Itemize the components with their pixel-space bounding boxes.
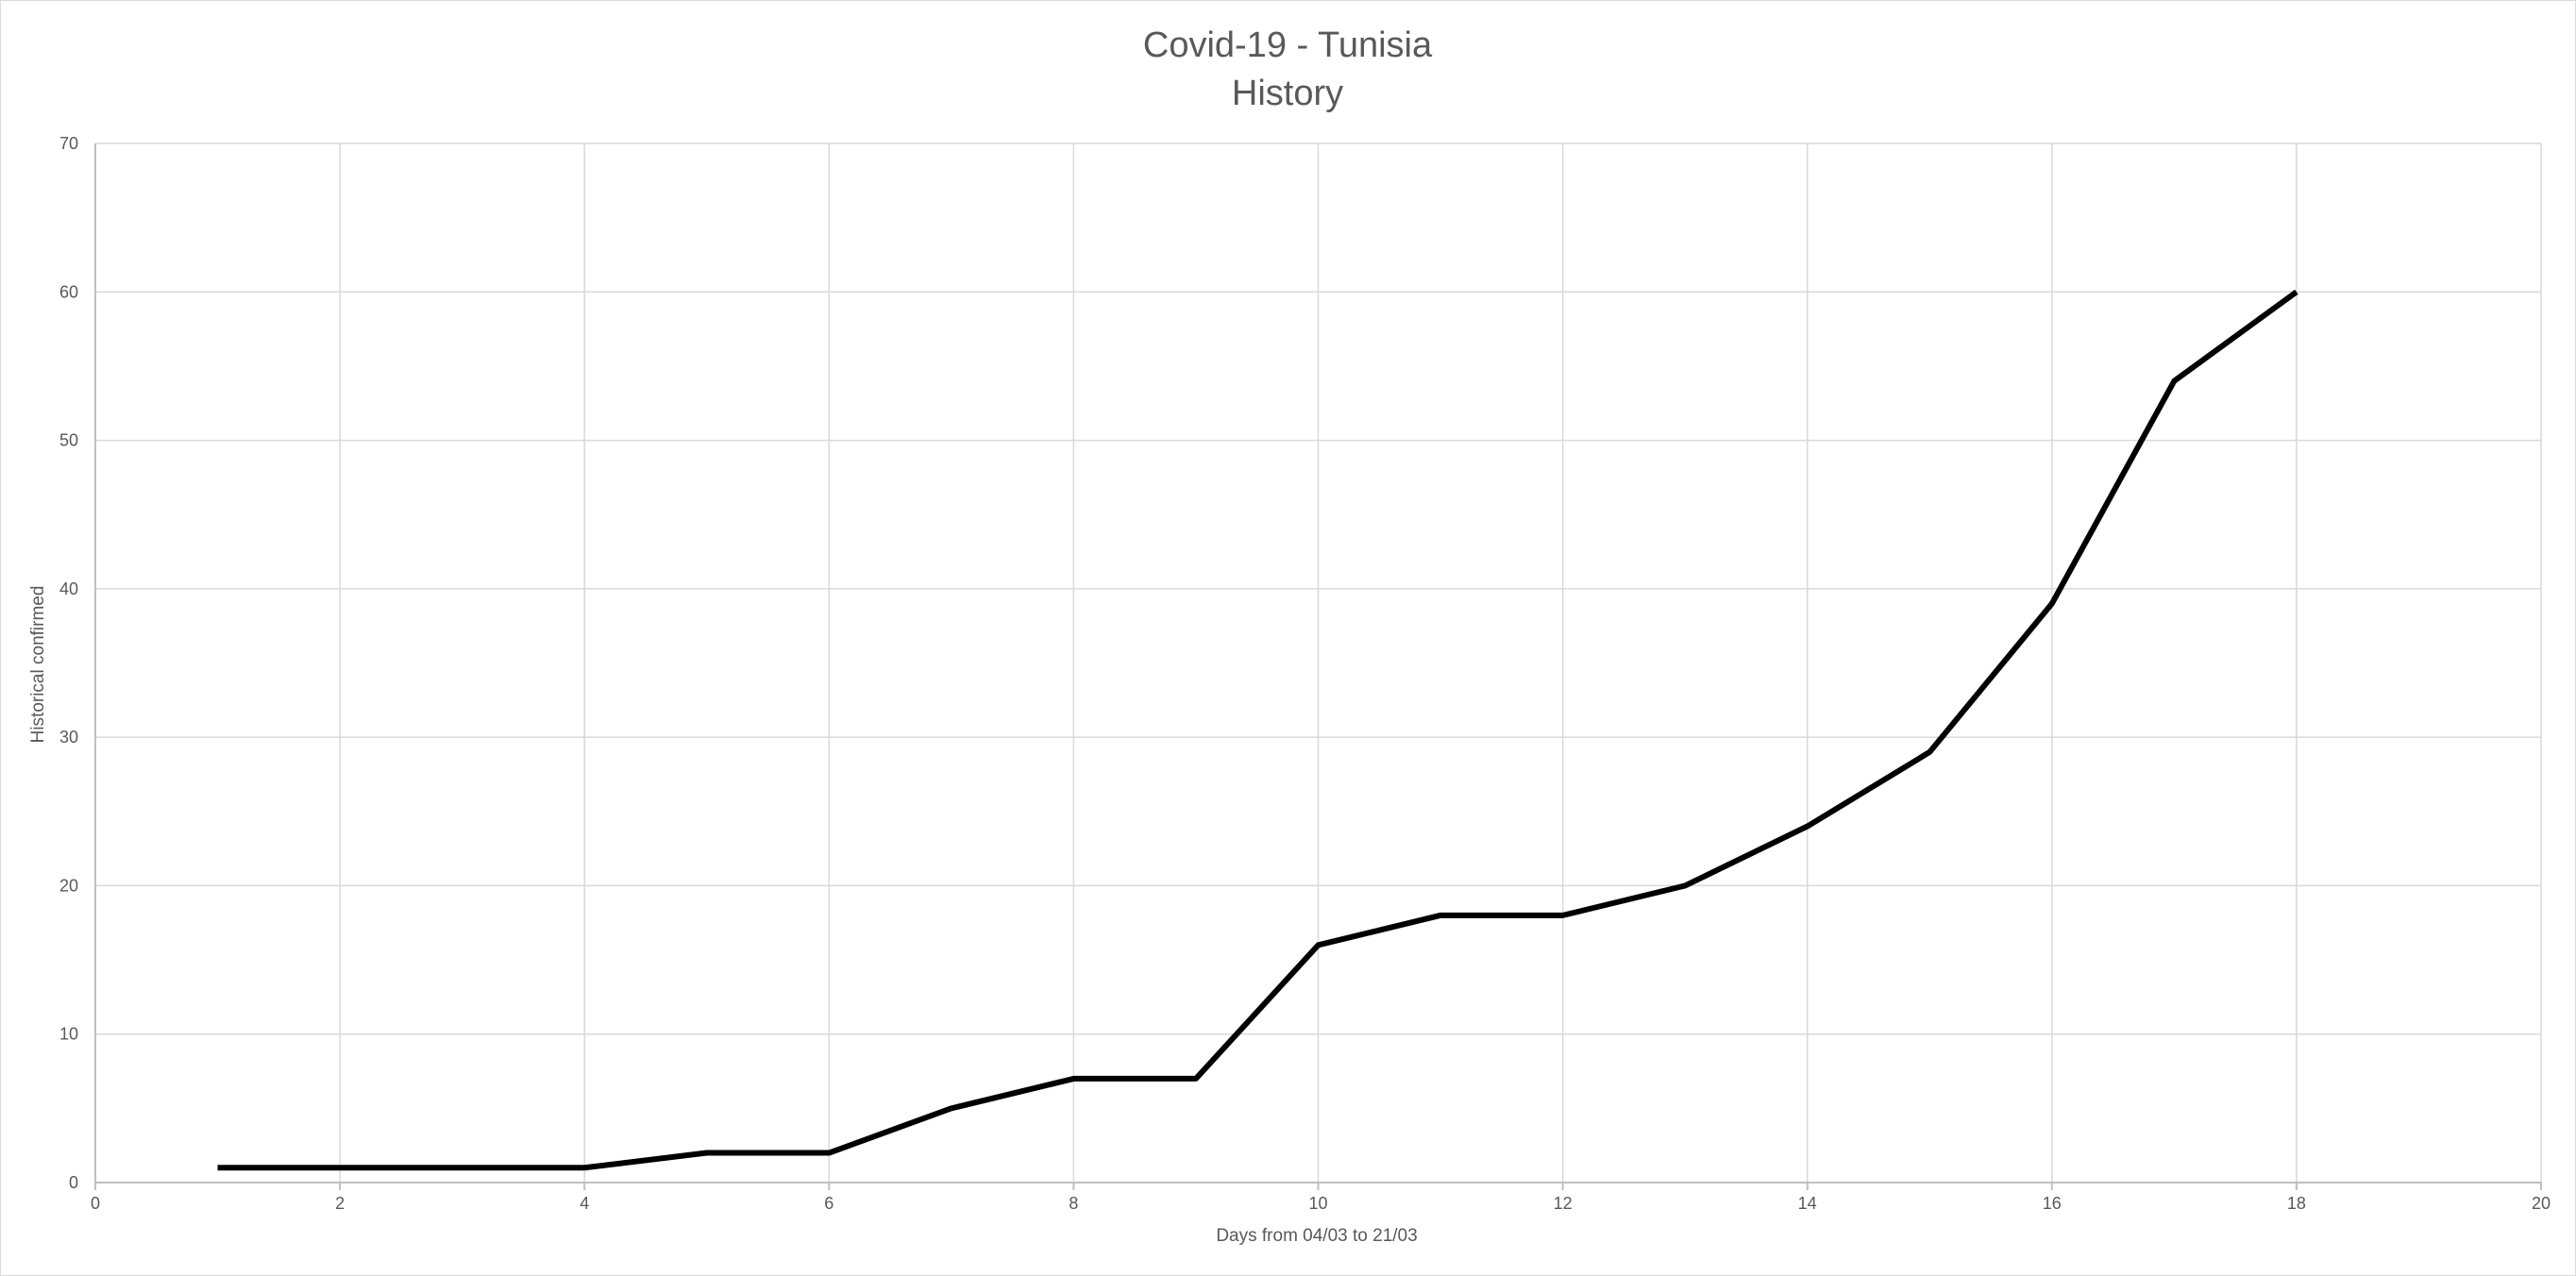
y-axis-ticks: 0 10 20 30 40 50 60 70 <box>59 134 78 1192</box>
grid-lines <box>95 143 2542 1183</box>
x-axis-label: Days from 04/03 to 21/03 <box>1216 1226 1417 1246</box>
chart-subtitle: History <box>1232 74 1343 113</box>
y-axis-label: Historical confirmed <box>28 586 48 744</box>
x-tick-label-7: 14 <box>1798 1194 1817 1213</box>
x-tick-label-6: 12 <box>1554 1194 1573 1213</box>
y-tick-label-3: 30 <box>59 728 78 747</box>
x-tick-label-10: 20 <box>2532 1194 2551 1213</box>
x-tick-label-5: 10 <box>1308 1194 1327 1213</box>
x-tick-label-4: 8 <box>1069 1194 1078 1213</box>
y-tick-label-5: 50 <box>59 431 78 450</box>
y-tick-label-6: 60 <box>59 282 78 301</box>
series-line-0 <box>217 289 2298 1171</box>
chart-title: Covid-19 - Tunisia <box>1143 25 1433 65</box>
x-tick-label-0: 0 <box>91 1194 100 1213</box>
x-tick-label-8: 16 <box>2043 1194 2062 1213</box>
x-tick-label-1: 2 <box>335 1194 345 1213</box>
x-tick-label-2: 4 <box>580 1194 589 1213</box>
x-axis-ticks: 0 2 4 6 8 10 12 14 16 18 20 <box>91 1183 2551 1213</box>
x-tick-label-3: 6 <box>824 1194 833 1213</box>
y-tick-label-4: 40 <box>59 579 78 598</box>
series-layer <box>217 289 2298 1171</box>
y-tick-label-2: 20 <box>59 876 78 895</box>
x-tick-label-9: 18 <box>2287 1194 2306 1213</box>
y-tick-label-0: 0 <box>69 1173 78 1192</box>
y-tick-label-1: 10 <box>59 1025 78 1044</box>
y-tick-label-7: 70 <box>59 134 78 153</box>
